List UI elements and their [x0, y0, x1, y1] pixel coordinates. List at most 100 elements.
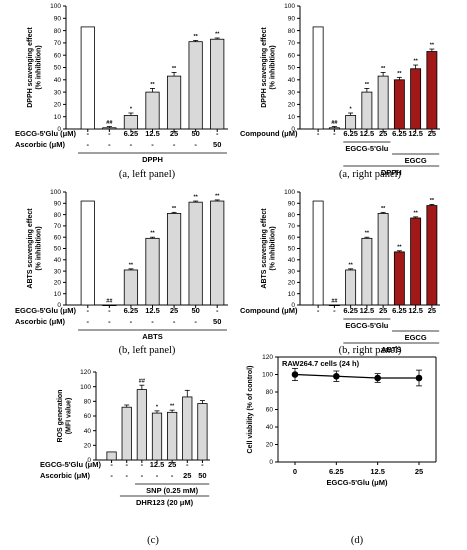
row-cell: 25 — [379, 129, 387, 138]
y-tick-label: 40 — [266, 424, 274, 431]
significance-label: ## — [106, 299, 112, 305]
row-cell: 25 — [170, 129, 178, 138]
significance-label: ** — [172, 206, 177, 212]
bar — [166, 75, 182, 130]
bar — [123, 115, 139, 130]
significance-label: ** — [365, 231, 370, 237]
row-cell: 50 — [198, 471, 206, 480]
y-axis-label: DPPH scavenging effect — [27, 27, 34, 108]
significance-label: ** — [215, 31, 220, 37]
row-cell: - — [130, 140, 133, 149]
row-label: EGCG-5'Glu (μM) — [15, 306, 76, 315]
y-tick-label: 0 — [269, 459, 273, 466]
y-tick-label: 100 — [80, 384, 91, 391]
y-tick-label: 10 — [54, 291, 62, 298]
y-tick-label: 50 — [288, 65, 296, 72]
row-cell: - — [110, 471, 113, 480]
row-cell: - — [317, 306, 320, 315]
row-cell: 12.5 — [360, 306, 375, 315]
row-cell: 50 — [213, 317, 221, 326]
bar — [312, 200, 324, 306]
y-tick-label: 0 — [291, 302, 295, 309]
bar — [361, 91, 373, 130]
y-tick-label: 10 — [288, 114, 296, 121]
bar — [345, 115, 357, 130]
y-tick-label: 80 — [288, 212, 296, 219]
row-cell: - — [194, 317, 197, 326]
data-point — [333, 372, 340, 380]
bar — [312, 26, 324, 130]
bar — [151, 412, 163, 461]
significance-label: ** — [194, 195, 199, 201]
significance-label: ** — [381, 206, 386, 212]
y-tick-label: 60 — [266, 407, 274, 414]
row-cell: 50 — [213, 140, 221, 149]
y-axis-label: (MFI value) — [66, 398, 73, 435]
chart-a-left: 0 10 20 30 40 50 60 70 80 90 100 DPPH scavenging ef… — [15, 3, 228, 180]
significance-label: ** — [397, 71, 402, 77]
y-tick-label: 20 — [266, 442, 274, 449]
significance-label: ** — [413, 59, 418, 65]
bar — [393, 79, 405, 130]
y-tick-label: 20 — [54, 102, 62, 109]
group-label: ABTS — [142, 332, 162, 341]
y-tick-label: 80 — [266, 389, 274, 396]
y-tick-label: 90 — [288, 16, 296, 23]
bar — [377, 75, 389, 130]
bar — [106, 451, 117, 461]
y-tick-label: 90 — [288, 201, 296, 208]
row-cell: - — [216, 129, 219, 138]
bar — [210, 200, 225, 306]
y-tick-label: 10 — [54, 114, 62, 121]
panel-caption: (c) — [147, 535, 159, 546]
chart-d: 0 20 40 60 80 100 120 Cell viability (% of cont… — [247, 354, 437, 546]
y-tick-label: 60 — [288, 52, 296, 59]
x-tick-label: 12.5 — [370, 467, 385, 476]
row-cell: - — [108, 140, 111, 149]
row-cell: 50 — [191, 129, 199, 138]
panel-caption: (a, right panel) — [339, 169, 402, 180]
row-cell: 25 — [379, 306, 387, 315]
y-axis-label: ABTS scavenging effect — [27, 208, 34, 289]
row-cell: - — [141, 460, 144, 469]
bar — [182, 396, 193, 461]
row-cell: - — [317, 129, 320, 138]
data-point — [374, 374, 381, 382]
significance-label: ** — [170, 404, 175, 410]
chart-a-right: 0 10 20 30 40 50 60 70 80 90 100 DPPH scavenging ef… — [240, 3, 440, 180]
bar — [136, 389, 147, 461]
bar — [188, 41, 203, 130]
y-axis-label: (% inhibition) — [270, 226, 277, 270]
y-tick-label: 100 — [284, 3, 295, 10]
row-cell: 12.5 — [408, 306, 423, 315]
chart-b-right: 0 10 20 30 40 50 60 70 80 90 100 ABTS scavenging ef… — [240, 189, 440, 356]
row-cell: - — [201, 460, 204, 469]
y-tick-label: 20 — [54, 280, 62, 287]
y-tick-label: 80 — [54, 28, 62, 35]
y-tick-label: 60 — [54, 52, 62, 59]
significance-label: ** — [194, 34, 199, 40]
group-label: DPPH — [381, 168, 402, 177]
bar — [426, 205, 438, 306]
y-tick-label: 0 — [291, 126, 295, 133]
y-tick-label: 10 — [288, 291, 296, 298]
significance-label: ** — [348, 262, 353, 268]
y-tick-label: 120 — [262, 354, 273, 361]
panel-caption: (b, left panel) — [119, 345, 176, 356]
y-tick-label: 60 — [288, 234, 296, 241]
row-cell: - — [87, 306, 90, 315]
y-tick-label: 100 — [50, 3, 61, 10]
y-tick-label: 100 — [262, 372, 273, 379]
row-cell: - — [186, 460, 189, 469]
data-point — [291, 371, 299, 378]
chart-title: RAW264.7 cells (24 h) — [282, 359, 360, 368]
row-cell: 12.5 — [150, 460, 165, 469]
y-tick-label: 0 — [87, 457, 91, 464]
bar — [145, 237, 160, 306]
row-cell: 12.5 — [145, 306, 160, 315]
y-tick-label: 60 — [84, 413, 92, 420]
bar — [361, 237, 373, 306]
row-cell: 12.5 — [360, 129, 375, 138]
x-tick-label: 25 — [415, 467, 423, 476]
group-label: SNP (0.25 mM) — [146, 486, 198, 495]
